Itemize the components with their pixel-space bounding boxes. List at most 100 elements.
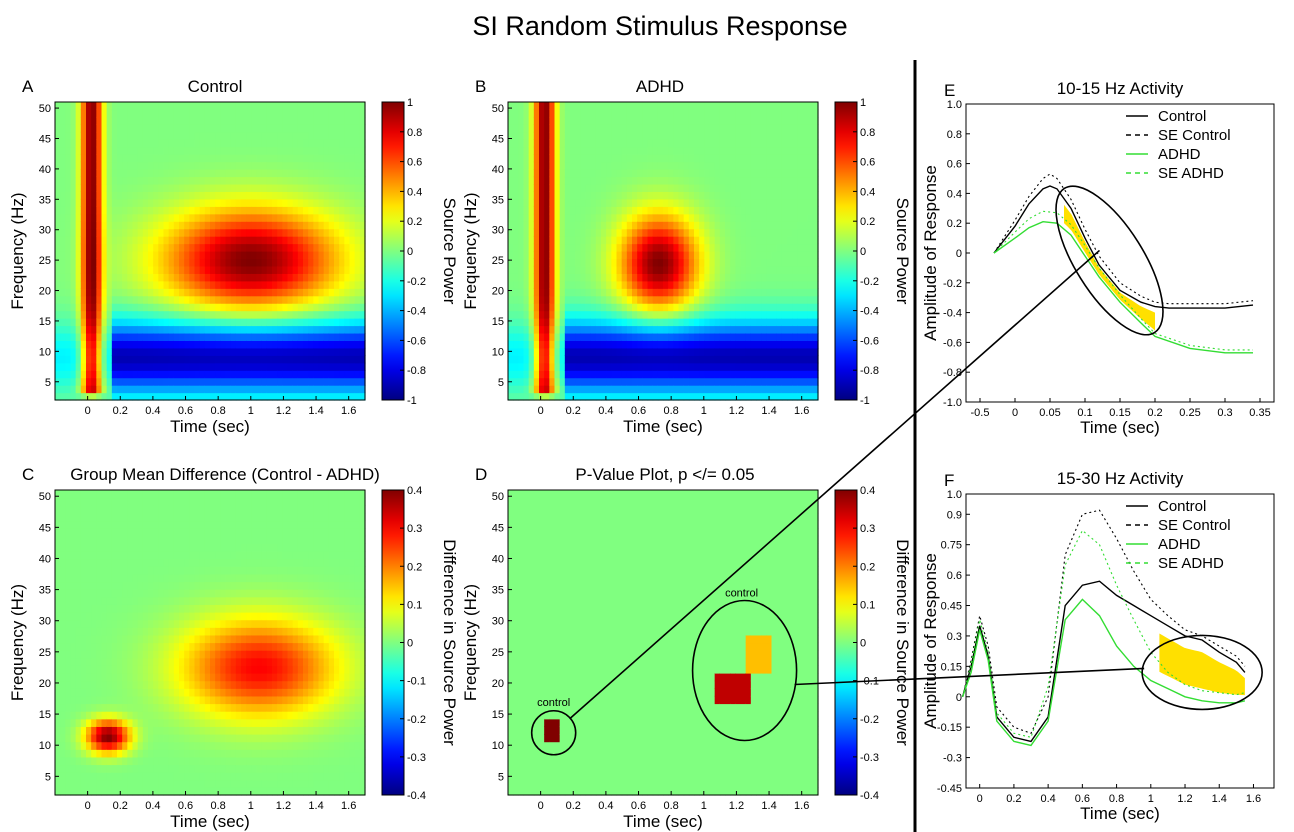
heatmap-cell bbox=[354, 370, 361, 379]
heatmap-cell bbox=[657, 183, 664, 192]
heatmap-cell bbox=[523, 206, 530, 215]
heatmap-cell bbox=[554, 251, 561, 260]
heatmap-cell bbox=[334, 355, 340, 364]
heatmap-cell bbox=[523, 154, 530, 163]
heatmap-cell bbox=[652, 131, 659, 140]
heatmap-cell bbox=[694, 243, 700, 252]
heatmap-cell bbox=[189, 176, 196, 185]
heatmap-cell bbox=[158, 273, 165, 282]
heatmap-cell bbox=[559, 377, 566, 386]
heatmap-cell bbox=[266, 325, 273, 334]
heatmap-cell bbox=[80, 161, 87, 170]
heatmap-cell bbox=[606, 206, 612, 215]
heatmap-cell bbox=[647, 392, 654, 401]
heatmap-cell bbox=[673, 273, 680, 282]
heatmap-cell bbox=[132, 392, 139, 401]
heatmap-cell bbox=[230, 251, 237, 260]
heatmap-cell bbox=[256, 332, 263, 341]
heatmap-cell bbox=[210, 183, 216, 192]
heatmap-cell bbox=[570, 131, 576, 140]
heatmap-cell bbox=[544, 295, 550, 304]
x-tick-label: 1.4 bbox=[308, 405, 323, 417]
heatmap-cell bbox=[771, 295, 778, 304]
heatmap-cell bbox=[339, 131, 345, 140]
heatmap-cell bbox=[80, 116, 87, 125]
heatmap-cell bbox=[266, 183, 273, 192]
heatmap-cell bbox=[235, 295, 242, 304]
heatmap-cell bbox=[225, 191, 232, 200]
heatmap-cell bbox=[158, 385, 165, 394]
heatmap-cell bbox=[282, 377, 289, 386]
heatmap-cell bbox=[266, 385, 273, 394]
heatmap-cell bbox=[96, 228, 103, 237]
heatmap-cell bbox=[148, 310, 154, 319]
heatmap-cell bbox=[678, 385, 685, 394]
heatmap-cell bbox=[570, 102, 576, 111]
heatmap-cell bbox=[564, 362, 571, 371]
heatmap-cell bbox=[797, 273, 804, 282]
heatmap-cell bbox=[694, 258, 700, 267]
heatmap-cell bbox=[657, 288, 664, 297]
colorbar-tick-label: 0.6 bbox=[407, 157, 422, 169]
heatmap-cell bbox=[812, 198, 819, 207]
heatmap-cell bbox=[508, 124, 514, 133]
heatmap-cell bbox=[549, 109, 556, 118]
heatmap-cell bbox=[683, 131, 690, 140]
heatmap-cell bbox=[359, 318, 366, 327]
heatmap-cell bbox=[776, 362, 783, 371]
heatmap-cell bbox=[313, 332, 320, 341]
heatmap-cell bbox=[210, 303, 216, 312]
heatmap-cell bbox=[554, 332, 561, 341]
heatmap-cell bbox=[158, 280, 165, 289]
heatmap-cell bbox=[70, 273, 77, 282]
heatmap-cell bbox=[225, 288, 232, 297]
heatmap-cell bbox=[513, 347, 519, 356]
heatmap-cell bbox=[189, 273, 196, 282]
heatmap-cell bbox=[60, 251, 66, 260]
heatmap-cell bbox=[96, 146, 103, 155]
heatmap-cell bbox=[277, 347, 283, 356]
heatmap-cell bbox=[580, 251, 587, 260]
heatmap-cell bbox=[606, 139, 612, 148]
heatmap-cell bbox=[251, 265, 258, 274]
heatmap-cell bbox=[246, 318, 252, 327]
heatmap-cell bbox=[688, 303, 695, 312]
heatmap-cell bbox=[730, 236, 736, 245]
heatmap-cell bbox=[117, 362, 123, 371]
heatmap-cell bbox=[204, 370, 211, 379]
heatmap-cell bbox=[60, 779, 66, 788]
heatmap-cell bbox=[807, 347, 814, 356]
heatmap-cell bbox=[318, 265, 325, 274]
heatmap-cell bbox=[184, 265, 190, 274]
heatmap-cell bbox=[349, 340, 356, 349]
heatmap-cell bbox=[303, 116, 309, 125]
heatmap-cell bbox=[111, 288, 118, 297]
heatmap-cell bbox=[683, 102, 690, 111]
heatmap-cell bbox=[55, 228, 61, 237]
heatmap-cell bbox=[225, 124, 232, 133]
heatmap-cell bbox=[106, 280, 113, 289]
heatmap-cell bbox=[199, 280, 206, 289]
heatmap-cell bbox=[230, 273, 237, 282]
heatmap-cell bbox=[761, 183, 767, 192]
heatmap-cell bbox=[220, 280, 227, 289]
heatmap-cell bbox=[611, 221, 618, 230]
heatmap-cell bbox=[148, 385, 154, 394]
heatmap-cell bbox=[699, 131, 705, 140]
heatmap-cell bbox=[173, 318, 180, 327]
heatmap-cell bbox=[776, 191, 783, 200]
heatmap-cell bbox=[179, 355, 185, 364]
heatmap-cell bbox=[683, 340, 690, 349]
heatmap-cell bbox=[694, 183, 700, 192]
heatmap-cell bbox=[189, 265, 196, 274]
heatmap-cell bbox=[60, 280, 66, 289]
heatmap-cell bbox=[554, 221, 561, 230]
heatmap-cell bbox=[132, 183, 139, 192]
heatmap-cell bbox=[323, 146, 330, 155]
heatmap-cell bbox=[735, 258, 742, 267]
heatmap-cell bbox=[142, 392, 149, 401]
heatmap-cell bbox=[663, 109, 669, 118]
heatmap-cell bbox=[60, 228, 66, 237]
heatmap-cell bbox=[652, 146, 659, 155]
heatmap-cell bbox=[756, 295, 762, 304]
